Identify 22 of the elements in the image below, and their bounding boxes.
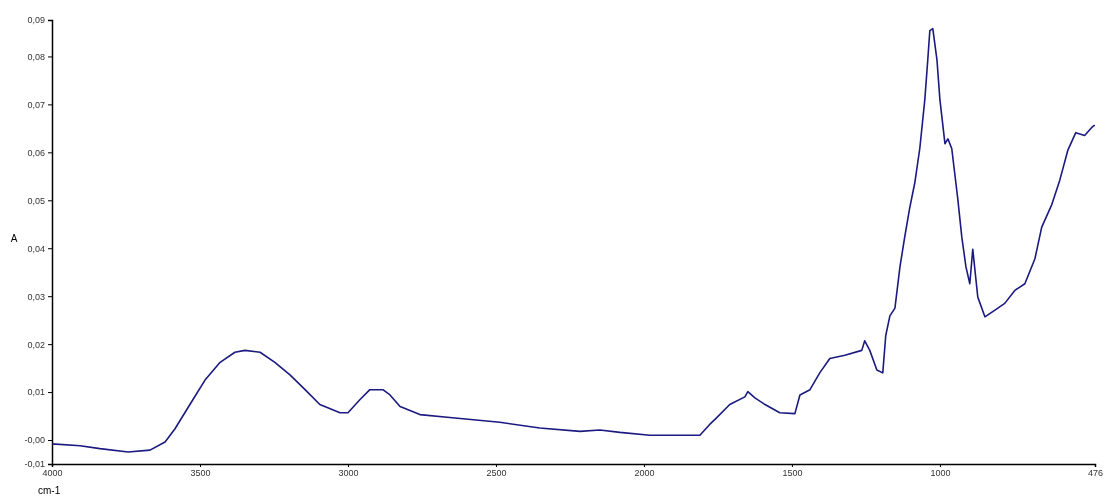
y-tick-label: -0,00 [24,435,45,446]
x-tick-label: 2000 [634,468,655,479]
y-axis-title: A [10,233,18,244]
y-tick-label: -0,01 [24,459,45,470]
y-tick-label: 0,04 [27,243,45,254]
x-tick-label: 3000 [338,468,359,479]
y-tick-label: 0,06 [27,147,45,158]
y-tick-label: 0,01 [27,387,45,398]
line-series [51,27,1096,453]
x-tick-label: 4000 [42,468,63,479]
y-tick-label: 0,03 [27,291,45,302]
x-tick-label: 1500 [782,468,803,479]
x-tick-label: 3500 [190,468,211,479]
y-tick-label: 0,08 [27,51,45,62]
x-tick-label: 2500 [486,468,507,479]
x-tick-label: 476 [1087,468,1104,479]
y-tick-label: 0,02 [27,339,45,350]
y-tick-label: 0,07 [27,99,45,110]
x-axis-title: cm-1 [38,485,61,496]
x-tick-label: 1000 [930,468,951,479]
y-tick-label: 0,05 [27,195,45,206]
y-tick-label: 0,09 [27,15,45,26]
